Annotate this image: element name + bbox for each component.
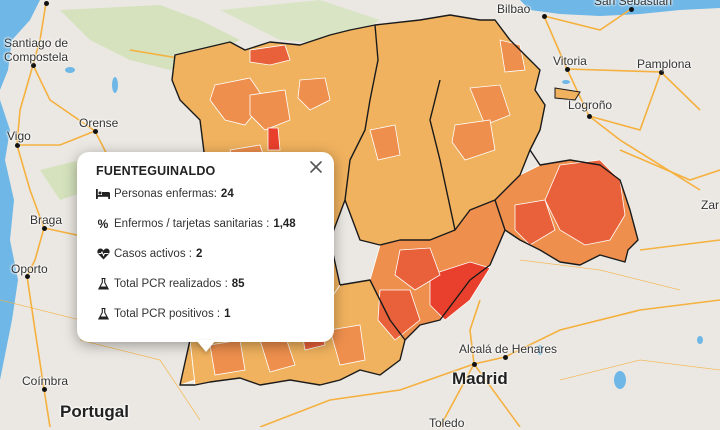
flask-icon xyxy=(96,278,110,290)
city-label: Santiago de xyxy=(4,36,69,50)
row-label: Enfermos / tarjetas sanitarias : xyxy=(114,218,270,230)
city-label: Braga xyxy=(30,213,63,227)
popup-row-casos-activos: Casos activos : 2 xyxy=(96,248,202,260)
city-marker-icon xyxy=(565,67,570,72)
info-popup: FUENTEGUINALDO Personas enfermas: 24 % E… xyxy=(77,152,334,342)
city-label: Toledo xyxy=(429,416,465,430)
city-label: Zar xyxy=(701,198,719,212)
city-marker-icon xyxy=(42,226,47,231)
city-label: Logroño xyxy=(568,98,613,112)
row-label: Total PCR realizados : xyxy=(114,278,228,290)
city-marker-icon xyxy=(25,274,30,279)
city-marker-icon xyxy=(31,63,36,68)
popup-row-enfermos-tarjetas: % Enfermos / tarjetas sanitarias : 1,48 xyxy=(96,217,296,231)
row-value: 1,48 xyxy=(273,218,296,230)
close-icon xyxy=(310,161,322,173)
city-label: Vigo xyxy=(7,129,31,143)
city-marker-icon xyxy=(629,7,634,12)
major-place-label: Portugal xyxy=(60,402,129,421)
city-label: Pamplona xyxy=(637,57,692,71)
city-marker-icon xyxy=(472,362,477,367)
city-label: Orense xyxy=(79,116,119,130)
row-label: Casos activos : xyxy=(114,248,192,260)
popup-row-pcr-realizados: Total PCR realizados : 85 xyxy=(96,278,245,290)
city-label: Compostela xyxy=(4,50,69,64)
city-label: Bilbao xyxy=(497,2,531,16)
city-label: San Sebastián xyxy=(594,0,673,8)
flask-icon xyxy=(96,308,110,320)
row-label: Personas enfermas: xyxy=(114,188,217,200)
bed-icon xyxy=(96,188,110,200)
city-marker-icon xyxy=(42,387,47,392)
row-value: 1 xyxy=(224,308,231,320)
percent-icon: % xyxy=(97,217,109,231)
major-place-label: Madrid xyxy=(452,369,508,388)
row-label: Total PCR positivos : xyxy=(114,308,221,320)
row-value: 24 xyxy=(220,188,234,200)
city-marker-icon xyxy=(659,70,664,75)
city-marker-icon xyxy=(503,355,508,360)
popup-row-personas-enfermas: Personas enfermas: 24 xyxy=(96,188,234,200)
popup-tip xyxy=(196,340,216,352)
close-button[interactable] xyxy=(308,159,324,175)
popup-title: FUENTEGUINALDO xyxy=(96,164,216,178)
city-marker-icon xyxy=(15,143,20,148)
row-value: 2 xyxy=(195,248,203,260)
popup-row-pcr-positivos: Total PCR positivos : 1 xyxy=(96,308,231,320)
city-label: Vitoria xyxy=(553,54,587,68)
city-label: Oporto xyxy=(11,262,48,276)
city-marker-icon xyxy=(542,14,547,19)
city-marker-icon xyxy=(93,129,98,134)
city-label: Alcalá de Henares xyxy=(459,342,558,356)
city-marker-icon xyxy=(587,114,592,119)
row-value: 85 xyxy=(231,278,245,290)
city-label: Coímbra xyxy=(22,374,69,388)
heartbeat-icon xyxy=(96,248,110,260)
city-marker-icon xyxy=(44,1,49,6)
